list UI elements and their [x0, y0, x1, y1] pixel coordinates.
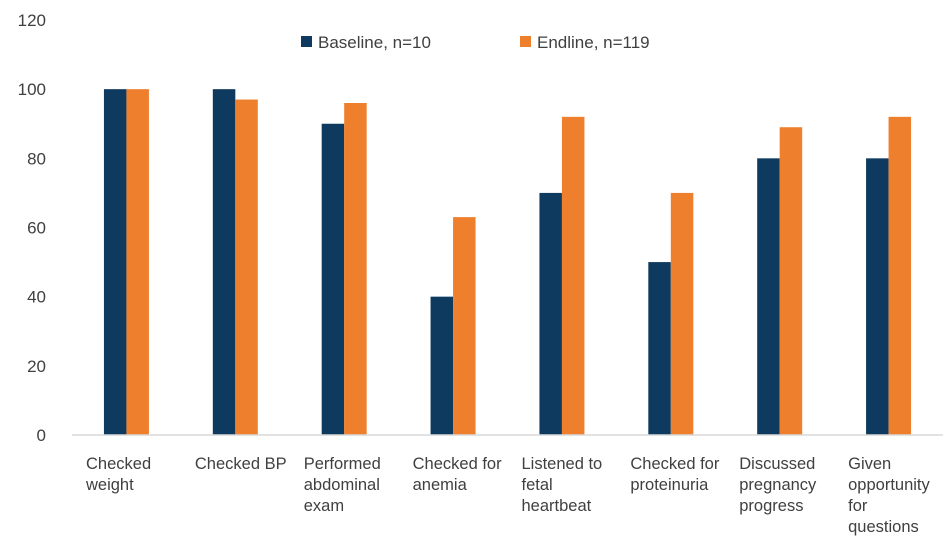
legend-swatch-endline [520, 36, 531, 47]
legend: Baseline, n=10 Endline, n=119 [301, 33, 650, 52]
x-category-label: Checked weight [85, 455, 151, 494]
x-category-line: proteinuria [630, 476, 709, 494]
bar-baseline [757, 158, 780, 436]
legend-label-endline: Endline, n=119 [537, 33, 650, 52]
bar-endline [779, 127, 803, 435]
bar-baseline [539, 192, 562, 435]
x-category-line: opportunity [848, 476, 930, 494]
bar-baseline [212, 89, 236, 436]
x-category-label: Checked for anemia [413, 455, 502, 494]
x-category-line: fetal [522, 476, 553, 494]
legend-swatch-baseline [301, 36, 312, 47]
x-category-label: Performed abdominal exam [304, 455, 381, 515]
x-category-line: Checked for [413, 455, 502, 473]
x-category-label: Checked for proteinuria [630, 455, 719, 494]
bar-baseline [103, 89, 127, 436]
x-axis-categories: Checked weight Checked BP Performed abdomina… [85, 455, 931, 536]
y-tick-label: 60 [27, 219, 46, 238]
y-tick-label: 20 [27, 357, 46, 376]
bar-endline [126, 89, 149, 436]
x-category-line: Given [848, 455, 891, 473]
x-category-line: exam [304, 497, 344, 515]
x-category-label: Checked BP [195, 455, 287, 473]
bar-endline [561, 116, 585, 435]
bars [103, 89, 912, 436]
y-tick-label: 120 [18, 11, 46, 30]
y-tick-label: 80 [27, 149, 46, 168]
bar-baseline [321, 123, 345, 435]
y-tick-label: 100 [18, 80, 46, 99]
x-category-line: Listened to [522, 455, 603, 473]
x-category-line: Checked BP [195, 455, 287, 473]
y-tick-label: 0 [37, 426, 46, 445]
x-category-line: heartbeat [522, 497, 592, 515]
x-category-label: Given opportunity for questions [848, 455, 930, 536]
bar-baseline [648, 262, 671, 435]
y-axis-ticks: 0 20 40 60 80 100 120 [18, 11, 46, 445]
x-category-line: abdominal [304, 476, 380, 494]
x-category-line: Checked for [630, 455, 719, 473]
bar-endline [888, 116, 912, 435]
x-category-label: Listened to fetal heartbeat [522, 455, 603, 515]
x-category-line: questions [848, 518, 919, 536]
x-category-line: anemia [413, 476, 468, 494]
bar-baseline [866, 158, 889, 436]
x-category-line: pregnancy [739, 476, 817, 494]
x-category-line: Discussed [739, 455, 815, 473]
bar-endline [453, 217, 476, 435]
x-category-label: Discussed pregnancy progress [739, 455, 817, 515]
x-category-line: Checked [86, 455, 151, 473]
x-category-line: Performed [304, 455, 381, 473]
x-category-line: for [848, 497, 868, 515]
x-category-line: weight [85, 476, 134, 494]
bar-endline [344, 103, 367, 435]
bar-baseline [430, 296, 454, 435]
legend-label-baseline: Baseline, n=10 [318, 33, 431, 52]
bar-endline [670, 192, 694, 435]
x-category-line: progress [739, 497, 803, 515]
bar-endline [235, 99, 258, 436]
y-tick-label: 40 [27, 288, 46, 307]
